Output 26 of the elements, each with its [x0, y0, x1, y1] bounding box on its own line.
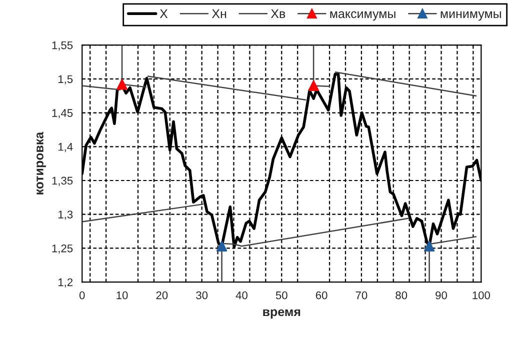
- y-tick-label: 1,5: [58, 75, 73, 84]
- x-tick-label: 40: [236, 291, 248, 300]
- x-tick-label: 20: [156, 291, 168, 300]
- x-tick-label: 90: [436, 291, 447, 300]
- x-axis-title: время: [263, 309, 300, 319]
- legend-label: Xн: [212, 9, 226, 18]
- legend-label: Xв: [270, 9, 286, 18]
- y-tick-label: 1,55: [52, 41, 73, 51]
- x-tick-label: 70: [356, 291, 368, 300]
- y-tick-label: 1,2: [58, 278, 73, 288]
- legend-label: максимумы: [330, 11, 396, 21]
- x-tick-label: 0: [79, 291, 85, 300]
- x-tick-label: 10: [116, 291, 128, 300]
- x-tick-label: 100: [472, 291, 490, 300]
- y-tick-label: 1,45: [52, 109, 73, 118]
- x-tick-label: 80: [396, 291, 408, 300]
- x-tick-label: 50: [276, 291, 288, 300]
- x-tick-label: 30: [196, 291, 208, 300]
- y-tick-label: 1,35: [52, 176, 73, 186]
- legend-label: X: [160, 9, 168, 18]
- y-tick-label: 1,3: [58, 210, 73, 220]
- legend-label: минимумы: [440, 11, 501, 21]
- x-tick-label: 60: [316, 291, 328, 300]
- y-tick-label: 1,4: [58, 143, 73, 152]
- y-axis-title: котировка: [36, 132, 46, 194]
- y-tick-label: 1,25: [52, 244, 73, 254]
